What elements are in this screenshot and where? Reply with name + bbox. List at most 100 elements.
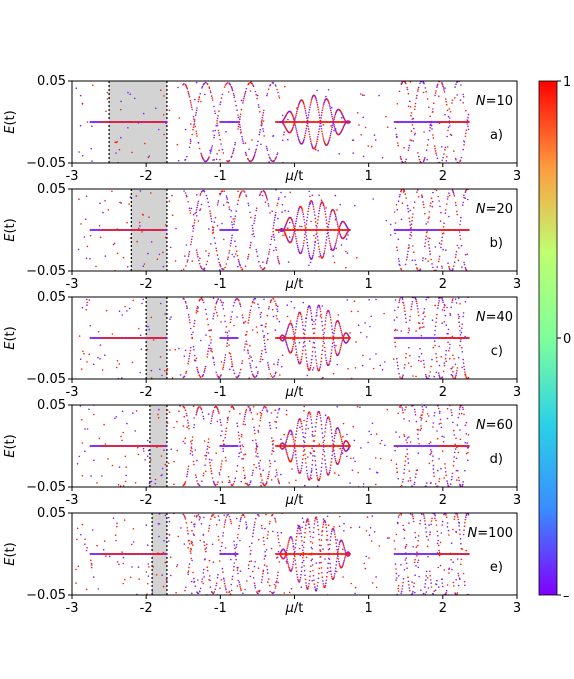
data-point	[255, 207, 258, 209]
data-point	[320, 423, 323, 426]
data-point	[247, 255, 249, 258]
data-point	[142, 298, 145, 301]
data-point	[299, 419, 302, 421]
data-point	[205, 458, 207, 460]
data-point	[276, 204, 278, 207]
data-point	[349, 332, 351, 334]
data-point	[426, 230, 428, 232]
data-point	[404, 313, 407, 316]
data-point	[109, 121, 112, 123]
data-point	[315, 311, 318, 314]
data-point	[336, 223, 339, 225]
data-point	[465, 229, 468, 231]
data-point	[452, 376, 454, 378]
data-point	[330, 325, 333, 327]
data-point	[433, 102, 435, 104]
data-point	[191, 108, 193, 111]
data-point	[414, 411, 416, 413]
data-point	[241, 138, 244, 140]
data-point	[237, 265, 239, 268]
data-point	[306, 420, 308, 423]
data-point	[114, 229, 116, 231]
data-point	[325, 314, 328, 317]
data-point	[212, 231, 215, 234]
data-point	[467, 198, 469, 201]
data-point	[267, 364, 270, 366]
data-point	[425, 235, 428, 237]
data-point	[102, 121, 105, 123]
data-point	[300, 422, 303, 425]
data-point	[193, 417, 195, 419]
data-point	[269, 84, 272, 86]
data-point	[227, 339, 229, 341]
data-point	[403, 307, 406, 309]
data-point	[352, 425, 355, 428]
data-point	[313, 247, 316, 249]
data-point	[459, 406, 461, 409]
data-point	[335, 337, 337, 339]
data-point	[323, 206, 326, 208]
data-point	[316, 121, 319, 123]
data-point	[296, 131, 298, 134]
data-point	[384, 444, 386, 447]
data-point	[301, 209, 304, 211]
data-point	[454, 97, 456, 99]
data-point	[338, 322, 341, 325]
x-tick-label: 2	[439, 277, 447, 292]
data-point	[460, 229, 463, 231]
data-point	[237, 258, 240, 261]
data-point	[129, 337, 132, 339]
data-point	[316, 413, 319, 415]
data-point	[277, 217, 279, 220]
data-point	[430, 258, 432, 261]
data-point	[375, 298, 377, 301]
data-point	[316, 140, 318, 143]
data-point	[438, 258, 440, 260]
data-point	[163, 121, 165, 123]
data-point	[300, 469, 302, 472]
data-point	[396, 361, 399, 364]
data-point	[254, 153, 256, 155]
data-point	[249, 309, 252, 312]
data-point	[189, 352, 191, 355]
data-point	[243, 190, 245, 192]
data-point	[433, 472, 435, 474]
data-point	[315, 100, 318, 102]
data-point	[349, 229, 351, 231]
data-point	[227, 229, 230, 231]
data-point	[291, 127, 294, 130]
data-point	[82, 350, 84, 353]
data-point	[146, 455, 149, 458]
data-point	[461, 445, 464, 448]
data-point	[454, 363, 457, 366]
data-point	[341, 333, 343, 335]
data-point	[207, 323, 209, 326]
data-point	[146, 348, 149, 351]
data-point	[330, 461, 333, 463]
data-point	[420, 353, 423, 355]
data-point	[332, 372, 335, 375]
data-point	[396, 446, 399, 448]
data-point	[211, 97, 213, 99]
data-point	[396, 142, 399, 144]
data-point	[294, 332, 297, 334]
data-point	[451, 445, 454, 447]
data-point	[370, 315, 373, 318]
data-point	[236, 445, 239, 447]
data-point	[224, 354, 227, 356]
data-point	[315, 229, 318, 232]
data-point	[325, 207, 327, 209]
data-point	[437, 307, 439, 309]
data-point	[294, 329, 297, 331]
data-point	[333, 123, 335, 126]
data-point	[290, 300, 293, 303]
data-point	[107, 553, 110, 555]
data-point	[150, 377, 153, 379]
data-point	[225, 263, 228, 265]
data-point	[416, 469, 419, 472]
data-point	[309, 478, 311, 480]
data-point	[239, 372, 241, 374]
data-point	[274, 475, 277, 478]
data-point	[394, 299, 397, 301]
data-point	[231, 253, 233, 256]
